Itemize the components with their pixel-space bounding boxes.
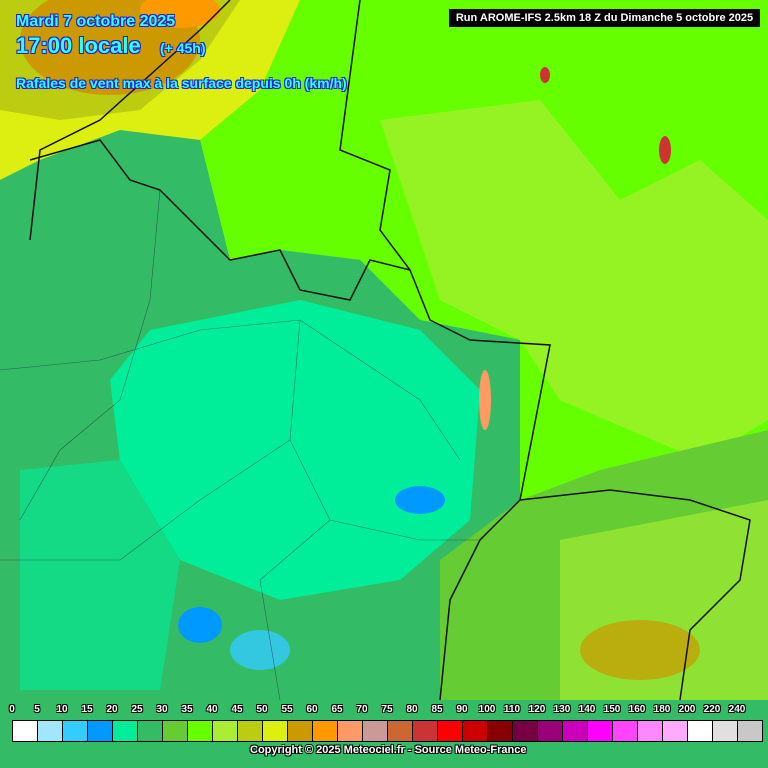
model-run-label: Run AROME-IFS 2.5km 18 Z du Dimanche 5 o…	[449, 9, 760, 27]
legend-label: 40	[206, 704, 218, 715]
legend-label: 50	[256, 704, 268, 715]
parameter-title: Rafales de vent max à la surface depuis …	[16, 75, 347, 91]
legend-label: 110	[503, 704, 521, 715]
legend-label: 0	[9, 704, 15, 715]
legend-label: 220	[703, 704, 721, 715]
legend-label: 70	[356, 704, 368, 715]
region-borders	[0, 189, 480, 701]
legend-swatch	[588, 721, 613, 741]
legend-swatch	[438, 721, 463, 741]
legend-labels: 0 5 10 15 20 25 30 35 40 45 50 55 60 65 70 75 80 85 90 100 1…	[0, 704, 768, 718]
legend-swatch	[13, 721, 38, 741]
legend-swatch	[338, 721, 363, 741]
legend-swatch	[263, 721, 288, 741]
legend-swatch	[363, 721, 388, 741]
legend-label: 65	[331, 704, 343, 715]
legend-swatch	[238, 721, 263, 741]
legend-label: 45	[231, 704, 243, 715]
legend-label: 55	[281, 704, 293, 715]
legend-label: 80	[406, 704, 418, 715]
legend-swatch	[138, 721, 163, 741]
legend-label: 240	[728, 704, 746, 715]
legend-label: 35	[181, 704, 193, 715]
legend-swatch	[738, 721, 762, 741]
legend-swatch	[113, 721, 138, 741]
legend-swatch	[638, 721, 663, 741]
legend-label: 20	[106, 704, 118, 715]
legend-swatch	[538, 721, 563, 741]
legend-swatch	[488, 721, 513, 741]
legend-swatch	[463, 721, 488, 741]
legend-label: 15	[81, 704, 93, 715]
legend-label: 30	[156, 704, 168, 715]
legend-swatch	[63, 721, 88, 741]
legend-label: 130	[553, 704, 571, 715]
forecast-lead-time: (+ 45h)	[160, 40, 206, 56]
legend-swatch	[188, 721, 213, 741]
forecast-date: Mardi 7 octobre 2025	[16, 13, 176, 30]
legend-label: 85	[431, 704, 443, 715]
legend-swatch	[713, 721, 738, 741]
legend-swatch	[663, 721, 688, 741]
copyright: Copyright © 2025 Meteociel.fr - Source M…	[250, 744, 527, 756]
legend-swatch	[313, 721, 338, 741]
legend-label: 140	[578, 704, 596, 715]
legend-swatch	[413, 721, 438, 741]
borders	[29, 0, 751, 701]
legend-swatch	[513, 721, 538, 741]
legend-label: 180	[653, 704, 671, 715]
legend-swatch	[38, 721, 63, 741]
legend-label: 90	[456, 704, 468, 715]
legend-label: 5	[34, 704, 40, 715]
legend-swatch	[288, 721, 313, 741]
legend-label: 60	[306, 704, 318, 715]
legend-label: 75	[381, 704, 393, 715]
legend-swatch	[213, 721, 238, 741]
legend-swatch	[563, 721, 588, 741]
field-lightgreen	[380, 100, 768, 460]
legend-label: 200	[678, 704, 696, 715]
legend-swatch	[388, 721, 413, 741]
legend-label: 10	[56, 704, 68, 715]
legend-label: 160	[628, 704, 646, 715]
legend-swatch	[88, 721, 113, 741]
color-legend	[12, 720, 763, 742]
legend-label: 100	[478, 704, 496, 715]
legend-label: 25	[131, 704, 143, 715]
legend-swatch	[613, 721, 638, 741]
forecast-time: 17:00 locale	[16, 33, 141, 58]
legend-label: 120	[528, 704, 546, 715]
legend-swatch	[163, 721, 188, 741]
legend-label: 150	[603, 704, 621, 715]
legend-swatch	[688, 721, 713, 741]
